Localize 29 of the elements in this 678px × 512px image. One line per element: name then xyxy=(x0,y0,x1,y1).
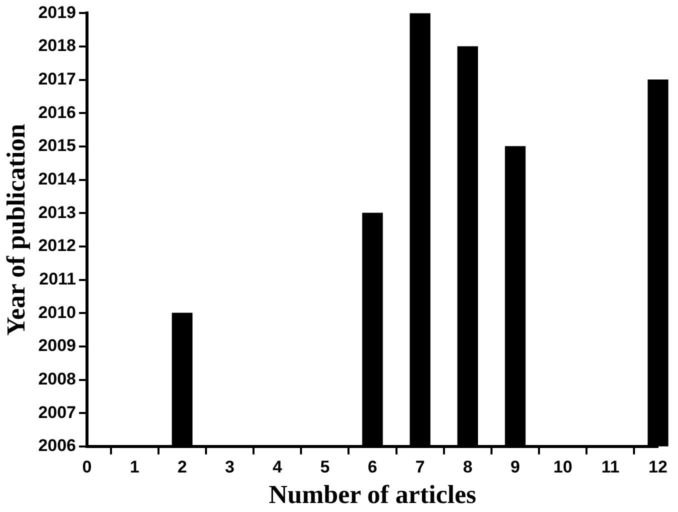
y-tick-label: 2013 xyxy=(38,202,76,222)
y-tick-label: 2006 xyxy=(38,436,76,456)
y-tick-label: 2009 xyxy=(38,336,76,356)
y-tick-label: 2012 xyxy=(38,236,76,256)
y-tick-label: 2018 xyxy=(38,36,76,56)
x-tick-label: 3 xyxy=(225,457,234,476)
x-tick-label: 2 xyxy=(177,457,187,476)
x-tick-label: 9 xyxy=(510,457,520,476)
x-tick-label: 4 xyxy=(272,457,283,476)
x-tick-label: 12 xyxy=(648,457,668,476)
y-tick-label: 2010 xyxy=(38,302,76,322)
x-tick-label: 6 xyxy=(368,457,378,476)
y-tick-label: 2011 xyxy=(39,269,76,288)
y-tick-label: 2019 xyxy=(38,2,76,22)
y-tick-label: 2008 xyxy=(38,369,76,388)
x-axis-title: Number of articles xyxy=(268,480,476,510)
x-tick-label: 7 xyxy=(415,457,425,476)
y-axis-title: Year of publication xyxy=(1,123,30,336)
y-tick-label: 2017 xyxy=(38,70,76,89)
x-tick-label: 10 xyxy=(553,457,572,476)
y-tick-label: 2007 xyxy=(38,402,76,422)
y-tick-label: 2015 xyxy=(38,136,76,156)
x-tick-label: 8 xyxy=(462,457,472,476)
x-tick-label: 1 xyxy=(130,457,140,476)
x-tick-label: 0 xyxy=(82,457,92,476)
y-tick-label: 2016 xyxy=(38,102,76,122)
y-tick-label: 2014 xyxy=(38,170,77,189)
x-tick-label: 11 xyxy=(601,457,620,476)
x-tick-label: 5 xyxy=(320,457,330,476)
